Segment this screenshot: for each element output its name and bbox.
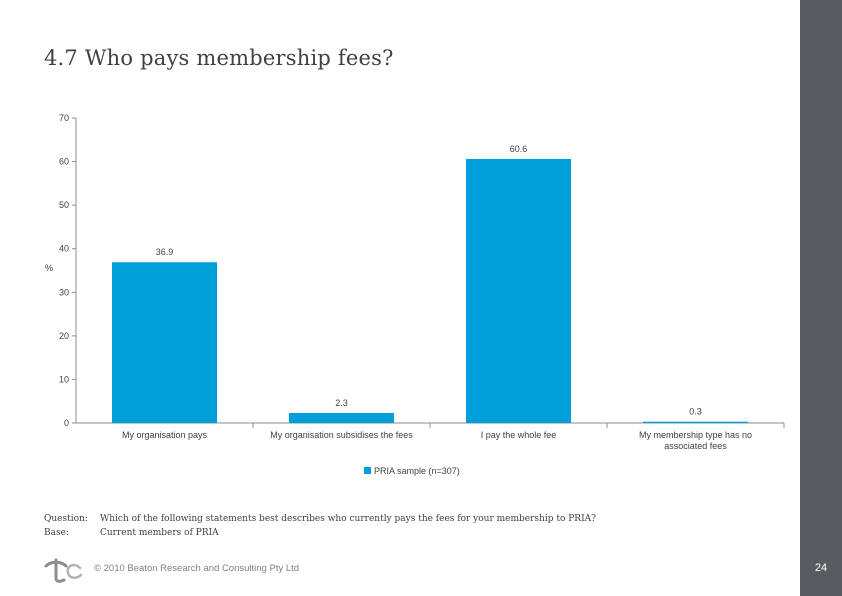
x-tick-label: My organisation pays: [122, 430, 208, 440]
base-text: Current members of PRIA: [100, 528, 219, 538]
side-bar: [800, 0, 842, 596]
bar: [112, 262, 217, 423]
bar-chart: 0 10 20 30 40 50 60 70% 36.9 My organisation pays…: [45, 113, 785, 476]
y-tick-label: 70: [59, 113, 69, 123]
base-label: Base:: [44, 528, 69, 538]
question-label: Question:: [44, 514, 88, 524]
y-tick-label: 50: [59, 200, 69, 210]
y-tick-label: 20: [59, 331, 69, 341]
y-tick-label: 0: [64, 418, 69, 428]
bar: [289, 412, 394, 423]
page-number: 24: [814, 562, 828, 574]
x-tick-label: I pay the whole fee: [481, 430, 557, 440]
bar: [466, 158, 571, 423]
page-title: 4.7 Who pays membership fees?: [44, 46, 394, 70]
x-tick-label: associated fees: [664, 441, 727, 451]
copyright-text: © 2010 Beaton Research and Consulting Pt…: [94, 563, 300, 574]
question-text: Which of the following statements best d…: [100, 514, 596, 524]
y-tick-label: 60: [59, 157, 69, 167]
y-axis-label: %: [45, 263, 53, 273]
legend-swatch: [364, 467, 371, 474]
data-label: 2.3: [335, 398, 348, 408]
y-tick-label: 40: [59, 244, 69, 254]
data-label: 60.6: [510, 144, 528, 154]
bar: [643, 421, 748, 423]
data-label: 36.9: [156, 247, 174, 257]
x-tick-label: My membership type has no: [639, 430, 752, 440]
company-logo-icon: [44, 558, 83, 583]
y-tick-label: 30: [59, 287, 69, 297]
x-tick-label: My organisation subsidises the fees: [270, 430, 413, 440]
legend-label: PRIA sample (n=307): [374, 466, 460, 476]
data-label: 0.3: [689, 407, 702, 417]
y-tick-label: 10: [59, 374, 69, 384]
